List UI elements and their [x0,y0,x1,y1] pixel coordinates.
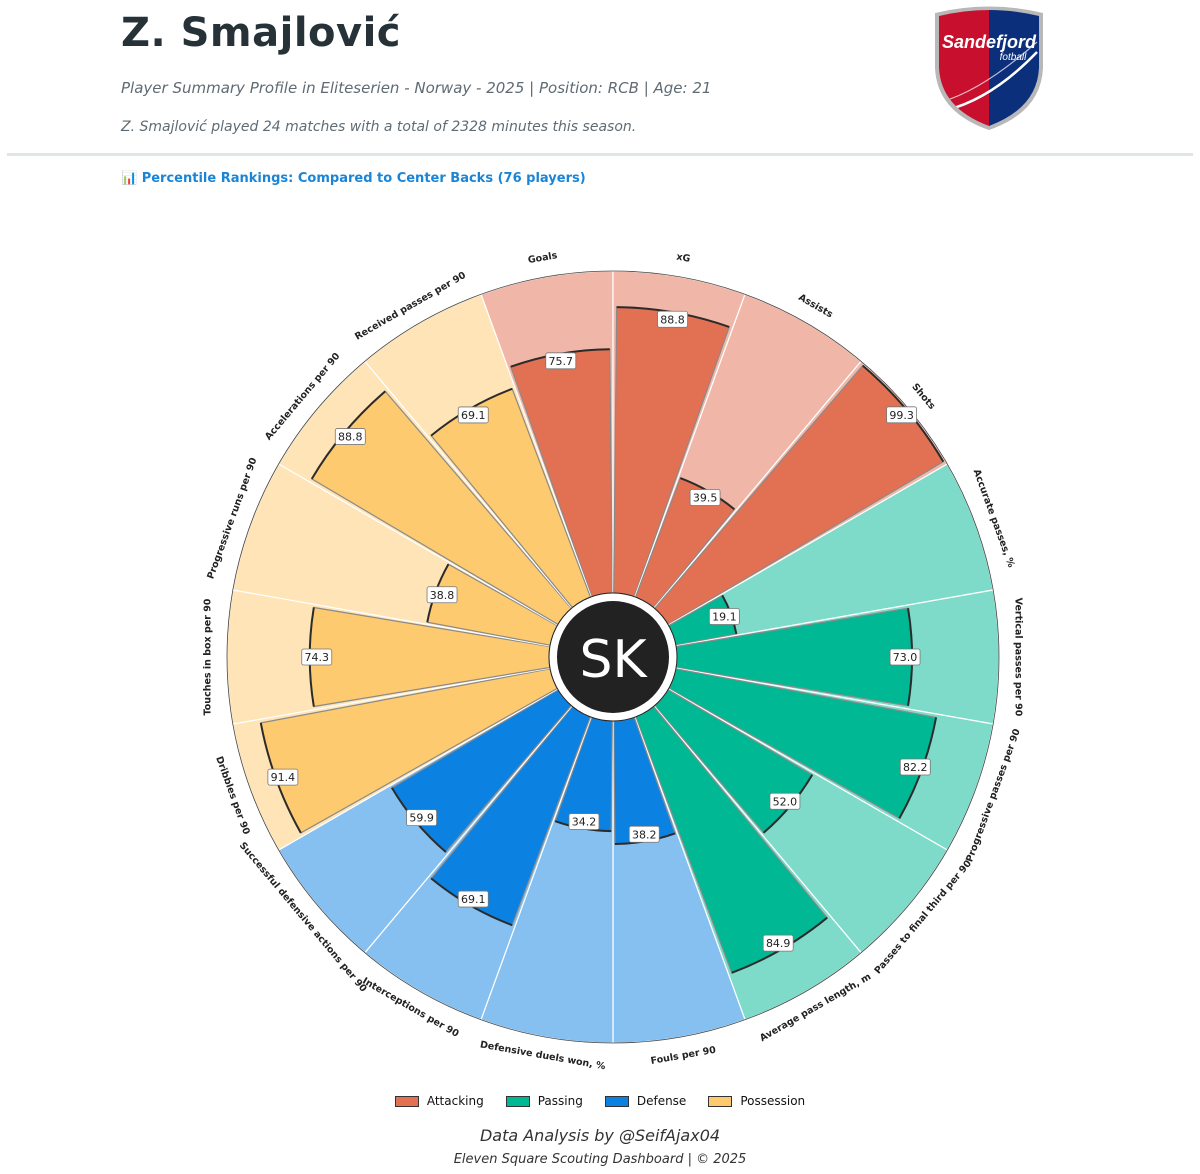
player-subtitle: Player Summary Profile in Eliteserien - … [121,79,712,97]
player-name: Z. Smajlović [121,10,402,56]
value-label-touches-in-box-per-90: 74.3 [301,648,333,666]
legend-label-passing: Passing [537,1094,583,1108]
logo-subtext: fotball [1000,52,1027,63]
value-label-xg: 88.8 [657,310,688,328]
center-badge [557,601,669,713]
svg-text:88.8: 88.8 [660,313,685,326]
legend-item-passing: Passing [505,1094,583,1108]
legend-swatch-passing [505,1095,530,1107]
footer-text: Eleven Square Scouting Dashboard | © 202… [453,1152,747,1167]
svg-text:34.2: 34.2 [572,816,597,829]
legend-label-defense: Defense [636,1094,687,1108]
value-label-progressive-passes-per-90: 82.2 [899,758,931,776]
value-label-accurate-passes: 19.1 [708,608,740,625]
svg-text:59.9: 59.9 [409,812,434,825]
value-label-received-passes-per-90: 69.1 [457,406,489,424]
metric-label-fouls-per-90: Fouls per 90 [650,1045,717,1067]
svg-text:69.1: 69.1 [461,409,486,422]
svg-text:75.7: 75.7 [549,355,574,368]
svg-text:69.1: 69.1 [461,893,486,906]
center-initials: SK [579,630,648,690]
club-logo: Sandefjord fotball [935,6,1043,130]
legend-label-possession: Possession [740,1094,806,1108]
svg-text:38.2: 38.2 [632,828,657,841]
value-label-dribbles-per-90: 91.4 [267,768,299,786]
metric-label-touches-in-box-per-90: Touches in box per 90 [203,598,214,715]
svg-text:19.1: 19.1 [712,610,737,623]
header: Z. Smajlović Player Summary Profile in E… [0,0,1200,150]
metric-label-goals: Goals [527,250,558,266]
legend-item-possession: Possession [708,1094,805,1108]
value-label-vertical-passes-per-90: 73.0 [889,648,921,666]
svg-text:73.0: 73.0 [893,651,918,664]
metric-label-defensive-duels-won: Defensive duels won, % [479,1039,607,1072]
metric-label-assists: Assists [796,292,835,321]
legend: Attacking Passing Defense Possession [0,1094,1200,1108]
svg-text:74.3: 74.3 [305,651,330,664]
value-label-assists: 39.5 [689,489,721,506]
svg-text:88.8: 88.8 [338,431,363,444]
value-label-interceptions-per-90: 69.1 [457,890,489,908]
metric-label-xg: xG [676,252,692,265]
value-label-passes-to-final-third-per-90: 52.0 [769,792,801,810]
value-label-accelerations-per-90: 88.8 [334,428,366,445]
svg-text:82.2: 82.2 [903,761,928,774]
value-label-average-pass-length-m: 84.9 [762,934,794,952]
svg-text:52.0: 52.0 [773,795,798,808]
metric-label-vertical-passes-per-90: Vertical passes per 90 [1013,598,1024,717]
legend-item-defense: Defense [604,1094,687,1108]
value-label-goals: 75.7 [545,352,577,370]
value-label-progressive-runs-per-90: 38.8 [426,586,458,604]
logo-wordmark: Sandefjord [942,32,1037,52]
pizza-outer-rim [226,270,1000,1044]
svg-text:84.9: 84.9 [766,937,791,950]
value-label-defensive-duels-won: 34.2 [568,813,600,830]
svg-text:99.3: 99.3 [889,409,914,422]
legend-swatch-defense [604,1095,629,1107]
value-label-shots: 99.3 [886,406,918,424]
header-divider [7,153,1193,156]
legend-swatch-possession [708,1095,733,1107]
svg-text:39.5: 39.5 [693,491,718,504]
legend-swatch-attacking [394,1095,419,1107]
legend-item-attacking: Attacking [394,1094,484,1108]
percentile-heading: 📊 Percentile Rankings: Compared to Cente… [121,171,586,186]
value-label-fouls-per-90: 38.2 [628,825,660,843]
value-label-successful-defensive-actions-per-90: 59.9 [406,809,437,827]
player-summary: Z. Smajlović played 24 matches with a to… [121,119,637,135]
svg-text:91.4: 91.4 [271,771,296,784]
credit-text: Data Analysis by @SeifAjax04 [479,1126,721,1145]
svg-text:38.8: 38.8 [430,589,455,602]
legend-label-attacking: Attacking [426,1094,484,1108]
